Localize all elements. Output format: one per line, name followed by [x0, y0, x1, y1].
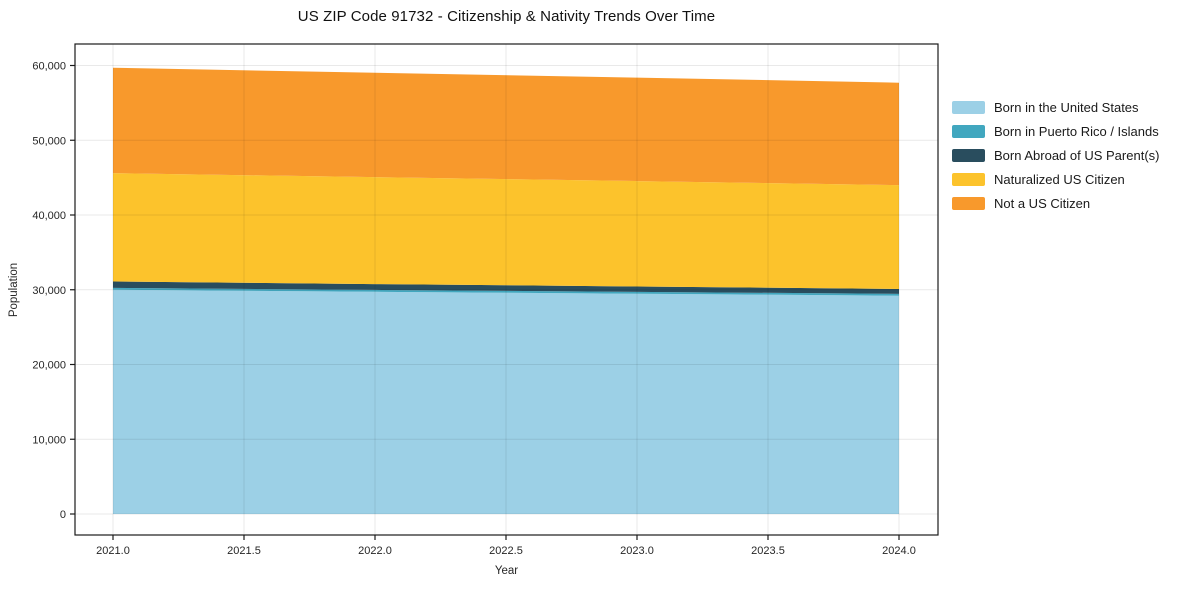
y-tick-label: 60,000: [32, 61, 66, 73]
area-series-1: [113, 287, 899, 296]
legend-label: Born in the United States: [994, 100, 1139, 115]
legend-item-1: Born in Puerto Rico / Islands: [952, 125, 1159, 138]
x-axis-label: Year: [494, 565, 519, 577]
area-series-4: [113, 67, 899, 186]
legend-item-4: Not a US Citizen: [952, 197, 1159, 210]
legend-swatch: [952, 173, 985, 186]
x-tick-label: 2023.0: [620, 545, 654, 557]
y-tick-label: 10,000: [32, 434, 66, 446]
legend-label: Naturalized US Citizen: [994, 172, 1125, 187]
y-tick-label: 0: [60, 509, 66, 521]
legend-swatch: [952, 125, 985, 138]
y-tick-label: 50,000: [32, 135, 66, 147]
legend: Born in the United States Born in Puerto …: [952, 101, 1159, 210]
legend-item-0: Born in the United States: [952, 101, 1159, 114]
legend-swatch: [952, 149, 985, 162]
x-tick-label: 2024.0: [882, 545, 916, 557]
y-tick-label: 40,000: [32, 210, 66, 222]
legend-item-3: Naturalized US Citizen: [952, 173, 1159, 186]
y-tick-label: 20,000: [32, 360, 66, 372]
x-tick-label: 2021.0: [96, 545, 130, 557]
area-series-2: [113, 281, 899, 294]
x-tick-label: 2021.5: [227, 545, 261, 557]
chart-title: US ZIP Code 91732 - Citizenship & Nativi…: [297, 8, 716, 25]
legend-label: Born in Puerto Rico / Islands: [994, 124, 1159, 139]
legend-swatch: [952, 101, 985, 114]
x-tick-label: 2022.5: [489, 545, 523, 557]
x-tick-label: 2022.0: [358, 545, 392, 557]
legend-label: Born Abroad of US Parent(s): [994, 148, 1160, 163]
y-tick-label: 30,000: [32, 285, 66, 297]
x-tick-label: 2023.5: [751, 545, 785, 557]
legend-swatch: [952, 197, 985, 210]
area-series-0: [113, 289, 899, 514]
y-axis-label: Population: [8, 262, 20, 318]
legend-item-2: Born Abroad of US Parent(s): [952, 149, 1159, 162]
area-series-3: [113, 173, 899, 290]
legend-label: Not a US Citizen: [994, 196, 1091, 211]
